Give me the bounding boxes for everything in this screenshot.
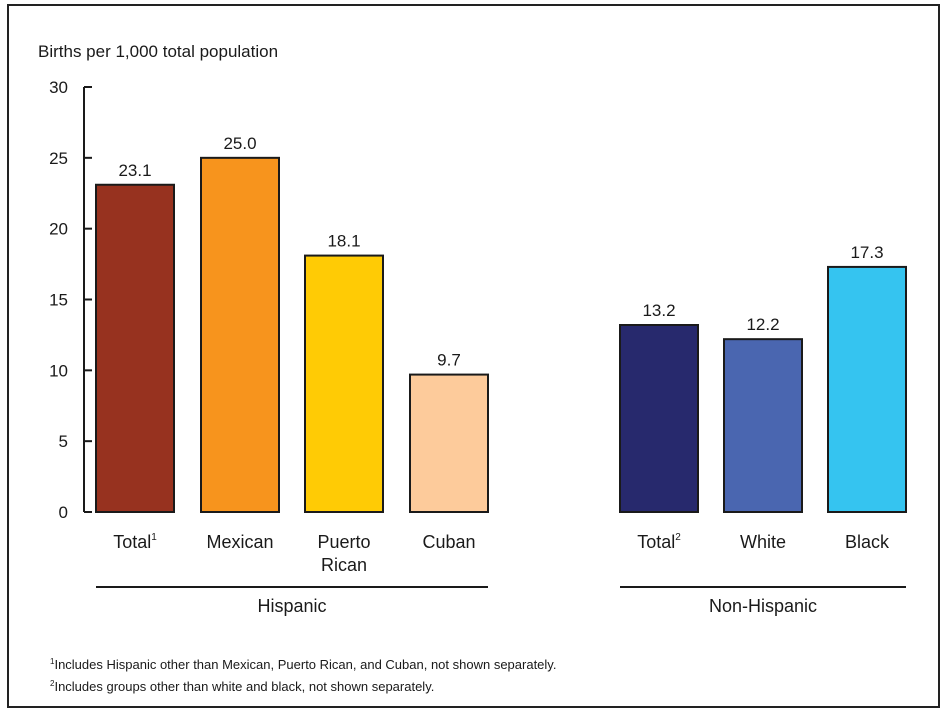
- data-label: 17.3: [850, 243, 883, 262]
- bar: [200, 156, 280, 513]
- x-tick-label: Total2: [637, 532, 681, 552]
- y-tick-label: 5: [59, 432, 68, 451]
- y-tick-label: 15: [49, 291, 68, 310]
- data-label: 25.0: [223, 134, 256, 153]
- x-tick-label: Black: [845, 532, 890, 552]
- footnote-1: 1Includes Hispanic other than Mexican, P…: [50, 657, 557, 672]
- data-label: 23.1: [118, 161, 151, 180]
- x-tick-label: Puerto: [317, 532, 370, 552]
- y-axis-label: Births per 1,000 total population: [38, 42, 278, 61]
- bar: [409, 373, 489, 514]
- footnote-2: 2Includes groups other than white and bl…: [50, 679, 435, 694]
- data-label: 13.2: [642, 301, 675, 320]
- bars: 23.1 Total1 25.0 Mexican 18.1 Puerto Rican 9.7 C…: [95, 134, 907, 575]
- bar: [619, 324, 699, 513]
- x-tick-label: Cuban: [422, 532, 475, 552]
- x-tick-label: Rican: [321, 555, 367, 575]
- x-tick-label: White: [740, 532, 786, 552]
- data-label: 9.7: [437, 351, 461, 370]
- group-label: Hispanic: [257, 596, 326, 616]
- y-tick-label: 20: [49, 220, 68, 239]
- y-tick-label: 10: [49, 361, 68, 380]
- bar: [304, 254, 384, 513]
- x-tick-label: Mexican: [206, 532, 273, 552]
- bar: [827, 265, 907, 513]
- y-tick-label: 0: [59, 503, 68, 522]
- group-label: Non-Hispanic: [709, 596, 817, 616]
- group-labels: Hispanic Non-Hispanic: [96, 586, 906, 616]
- footnotes: 1Includes Hispanic other than Mexican, P…: [50, 652, 556, 696]
- bar: [723, 338, 803, 513]
- x-tick-label: Total1: [113, 532, 157, 552]
- y-axis: 0 5 10 15 20 25 30: [49, 78, 92, 522]
- data-label: 12.2: [746, 315, 779, 334]
- data-label: 18.1: [327, 232, 360, 251]
- bar: [95, 183, 175, 513]
- y-tick-label: 25: [49, 149, 68, 168]
- y-tick-label: 30: [49, 78, 68, 97]
